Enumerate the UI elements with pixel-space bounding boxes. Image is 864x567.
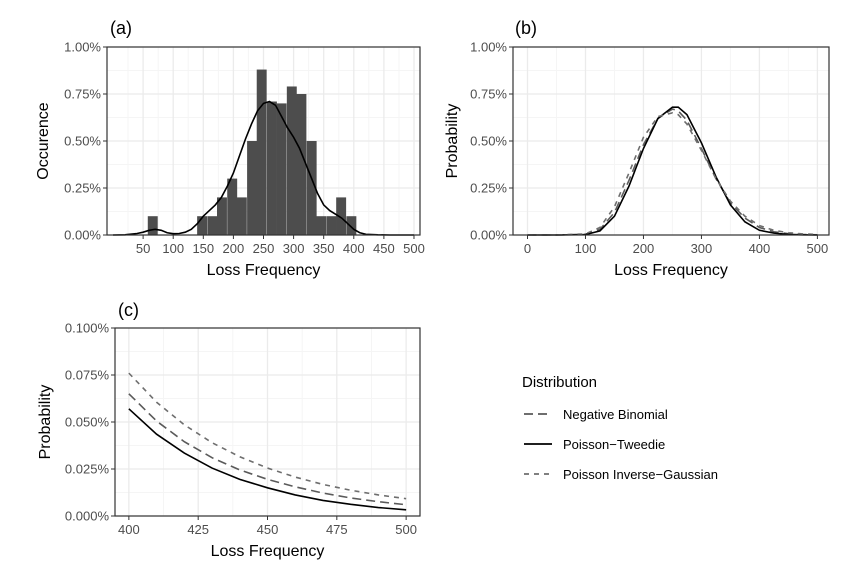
- histogram-bar: [336, 197, 347, 235]
- y-tick-label: 0.75%: [470, 87, 507, 102]
- y-tick-label: 1.00%: [64, 40, 101, 55]
- series-line-poisson-inverse-gaussian: [527, 111, 818, 236]
- x-tick-label: 300: [283, 241, 305, 256]
- legend-label-negative-binomial: Negative Binomial: [563, 407, 668, 422]
- x-tick-label: 500: [395, 522, 417, 537]
- x-tick-label: 450: [373, 241, 395, 256]
- legend-title: Distribution: [522, 374, 597, 391]
- x-tick-label: 200: [223, 241, 245, 256]
- histogram-bar: [266, 101, 277, 236]
- x-tick-label: 500: [403, 241, 425, 256]
- histogram-bar: [326, 216, 337, 235]
- histogram-bar: [217, 197, 227, 235]
- histogram-bar: [256, 69, 267, 235]
- histogram-bar: [286, 86, 297, 235]
- y-tick-label: 0.050%: [65, 415, 110, 430]
- panel-b-x-axis-title: Loss Frequency: [614, 262, 728, 279]
- histogram-bar: [236, 197, 247, 235]
- panel-c-label: (c): [118, 300, 139, 320]
- legend-label-poisson-inverse-gaussian: Poisson Inverse−Gaussian: [563, 467, 718, 482]
- y-tick-label: 0.75%: [64, 87, 101, 102]
- y-tick-label: 0.25%: [470, 181, 507, 196]
- panel-b: (b) 0 100 200 300 400 500 0.00% 0.25% 0.50% 0.75…: [444, 18, 830, 279]
- panel-c: (c) 400 425 450 475 500 0.000% 0.025% 0.050% 0.…: [37, 300, 421, 560]
- x-tick-label: 150: [192, 241, 214, 256]
- y-tick-label: 0.50%: [470, 134, 507, 149]
- y-tick-label: 0.00%: [64, 228, 101, 243]
- histogram-bar: [346, 216, 357, 235]
- histogram-bar: [207, 216, 218, 235]
- density-curve: [113, 100, 414, 236]
- x-tick-label: 350: [313, 241, 335, 256]
- panel-b-y-axis-title: Probability: [444, 104, 461, 179]
- series-line-poisson-tweedie: [128, 408, 407, 511]
- panel-a: (a) 50 100 150 200 250 300 350 400 450 500 0.00% 0…: [35, 18, 425, 279]
- panel-a-label: (a): [110, 18, 132, 38]
- y-tick-label: 0.00%: [470, 228, 507, 243]
- legend-label-poisson-tweedie: Poisson−Tweedie: [563, 437, 665, 452]
- y-tick-label: 0.50%: [64, 134, 101, 149]
- y-tick-label: 1.00%: [470, 40, 507, 55]
- histogram-bar: [296, 94, 307, 235]
- legend: Distribution Negative Binomial Poisson−T…: [522, 374, 718, 482]
- panel-a-y-axis-title: Occurence: [35, 102, 52, 179]
- x-tick-label: 0: [524, 241, 531, 256]
- y-tick-label: 0.000%: [65, 509, 110, 524]
- series-line-negative-binomial: [128, 393, 407, 506]
- series-line-negative-binomial: [527, 108, 818, 236]
- histogram-bar: [197, 216, 208, 235]
- x-tick-label: 400: [749, 241, 771, 256]
- y-tick-label: 0.075%: [65, 368, 110, 383]
- histogram-bar: [316, 216, 327, 235]
- x-tick-label: 50: [136, 241, 150, 256]
- histogram-bar: [276, 103, 287, 236]
- y-tick-label: 0.025%: [65, 462, 110, 477]
- histogram-bar: [147, 216, 158, 235]
- y-tick-label: 0.25%: [64, 181, 101, 196]
- histogram-bar: [227, 178, 238, 235]
- series-line-poisson-tweedie: [527, 106, 818, 236]
- panel-b-label: (b): [515, 18, 537, 38]
- histogram-bar: [247, 141, 258, 235]
- panel-c-series: [128, 372, 407, 511]
- x-tick-label: 200: [633, 241, 655, 256]
- x-tick-label: 100: [162, 241, 184, 256]
- x-tick-label: 100: [575, 241, 597, 256]
- y-tick-label: 0.100%: [65, 321, 110, 336]
- x-tick-label: 400: [118, 522, 140, 537]
- histogram-bars: [147, 69, 357, 236]
- panel-c-y-axis-title: Probability: [37, 385, 54, 460]
- panel-c-x-axis-title: Loss Frequency: [211, 543, 325, 560]
- x-tick-label: 500: [807, 241, 829, 256]
- x-tick-label: 425: [187, 522, 209, 537]
- panel-b-series: [527, 106, 818, 236]
- x-tick-label: 300: [691, 241, 713, 256]
- x-tick-label: 450: [257, 522, 279, 537]
- histogram-bar: [306, 141, 317, 235]
- series-line-poisson-inverse-gaussian: [128, 372, 407, 500]
- x-tick-label: 400: [343, 241, 365, 256]
- x-tick-label: 475: [326, 522, 348, 537]
- panel-a-x-axis-title: Loss Frequency: [207, 262, 321, 279]
- x-tick-label: 250: [253, 241, 275, 256]
